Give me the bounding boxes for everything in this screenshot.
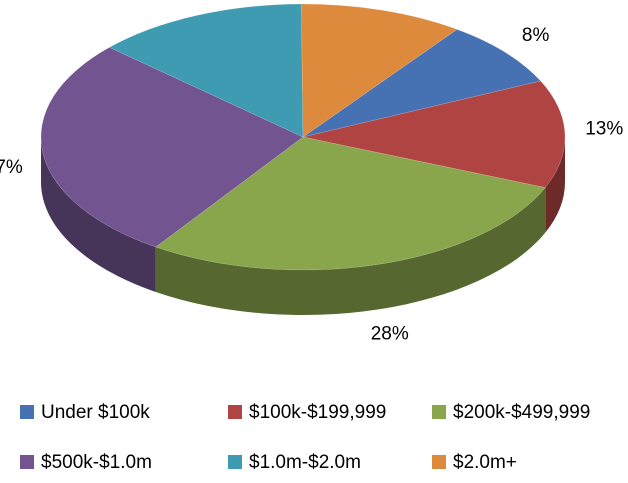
- pie-side: [41, 137, 156, 293]
- pie-side: [545, 137, 565, 233]
- legend-label: $500k-$1.0m: [41, 452, 152, 473]
- legend-swatch: [228, 405, 242, 419]
- data-label: 13%: [161, 0, 199, 3]
- pie-slice: [301, 3, 458, 138]
- legend-label: $1.0m-$2.0m: [249, 452, 361, 473]
- pie-slice: [40, 47, 304, 248]
- legend-swatch: [432, 405, 446, 419]
- pie-slice: [108, 3, 304, 138]
- data-label: 28%: [371, 324, 409, 345]
- legend-label: $100k-$199,999: [249, 402, 386, 423]
- legend-swatch: [228, 455, 242, 469]
- data-label: 13%: [585, 119, 623, 140]
- pie-side: [155, 187, 546, 315]
- pie-tops: [40, 3, 566, 271]
- pie-slice: [302, 29, 542, 138]
- pie-slice: [155, 136, 546, 271]
- pie-slice: [302, 80, 566, 188]
- legend-label: $200k-$499,999: [453, 402, 590, 423]
- legend-swatch: [20, 455, 34, 469]
- legend-swatch: [20, 405, 34, 419]
- legend-label: Under $100k: [41, 402, 150, 423]
- legend-label: $2.0m+: [453, 452, 517, 473]
- data-label: 27%: [0, 157, 23, 178]
- data-label: 8%: [522, 25, 550, 46]
- legend-swatch: [432, 455, 446, 469]
- pie-sides: [41, 137, 565, 315]
